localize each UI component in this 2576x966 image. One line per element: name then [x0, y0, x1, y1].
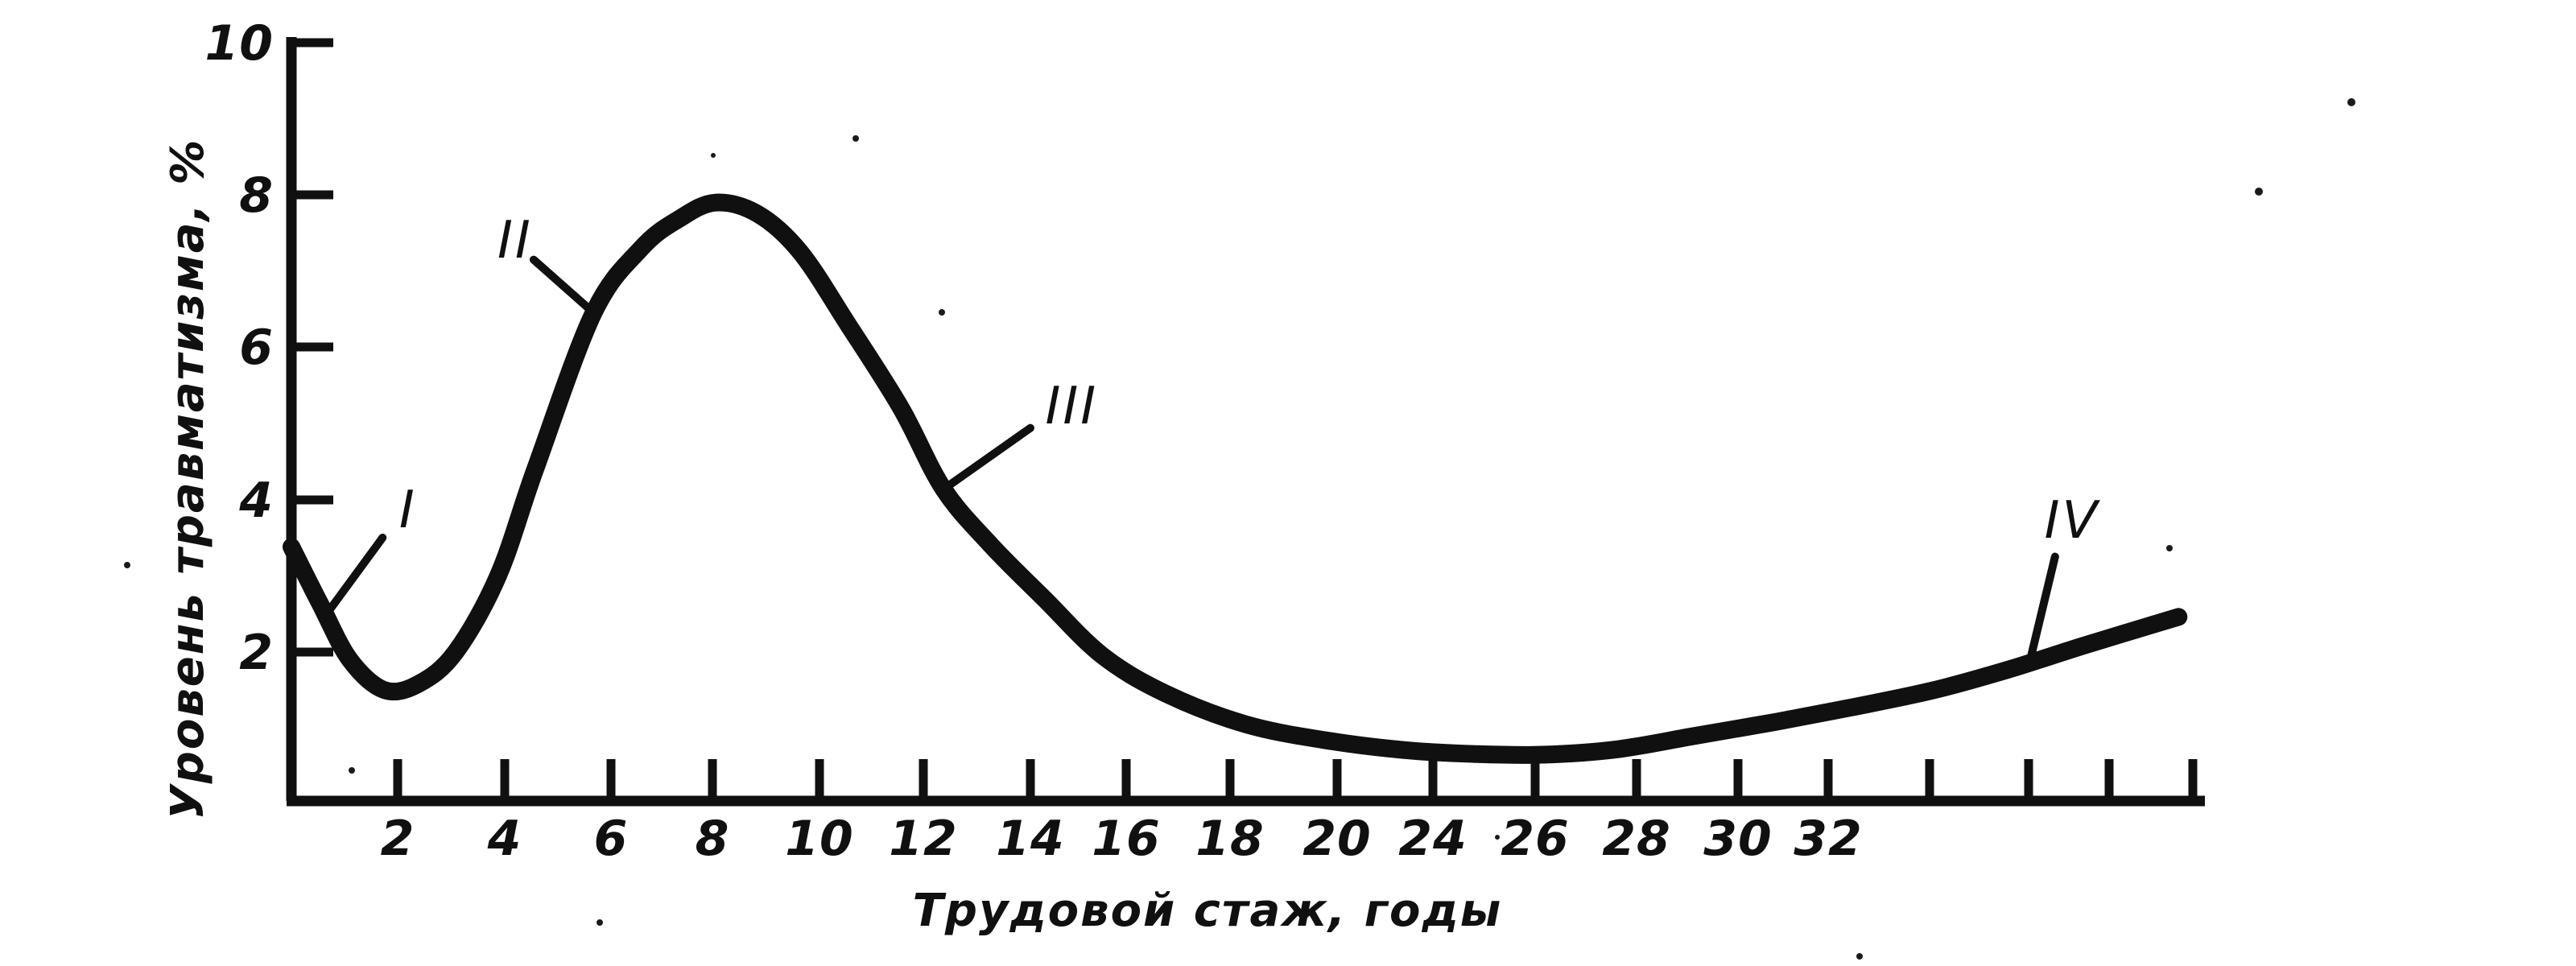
x-tick-label: 24: [1398, 811, 1468, 867]
scan-speckle: [1241, 833, 1246, 838]
scan-speckle: [1495, 835, 1500, 840]
scan-speckle: [2255, 188, 2263, 196]
x-tick-label: 2: [381, 811, 415, 867]
curve-group: [283, 193, 2188, 764]
x-tick-label: 30: [1703, 811, 1773, 867]
x-tick-label: 12: [889, 811, 958, 867]
y-tick-label: 4: [238, 473, 274, 529]
x-tick-label: 8: [696, 811, 730, 867]
y-tick-label: 10: [205, 15, 275, 72]
x-tick-label: 26: [1501, 811, 1570, 867]
y-tick-label: 2: [239, 625, 274, 681]
scan-speckle: [2166, 545, 2173, 551]
x-tick-label: 32: [1794, 811, 1863, 867]
zone-label-II: II: [497, 211, 533, 270]
scan-speckle: [2347, 98, 2355, 106]
x-tick-label: 20: [1302, 811, 1372, 867]
scan-speckle: [349, 767, 355, 774]
y-axis-ticks: 10 8 6 4 2: [205, 15, 333, 681]
scan-speckle: [852, 135, 859, 142]
x-tick-label: 28: [1602, 811, 1671, 867]
scan-speckle: [124, 562, 130, 568]
scan-speckle: [1856, 953, 1863, 960]
y-tick-label: 6: [239, 320, 274, 376]
scan-speckles: [124, 98, 2355, 960]
x-tick-label: 4: [487, 811, 522, 867]
zone-leader-line-I: [326, 533, 387, 613]
zone-leader-line-IV: [2025, 552, 2059, 665]
x-tick-label: 6: [594, 811, 629, 867]
x-tick-label: 16: [1092, 811, 1161, 867]
zone-leader-line-II: [529, 255, 597, 316]
zone-leader-line-III: [939, 423, 1034, 493]
x-axis-title: Трудовой стаж, годы: [913, 885, 1503, 937]
x-tick-label: 18: [1195, 811, 1265, 867]
scan-speckle: [597, 919, 603, 926]
zone-label-III: III: [1045, 377, 1098, 436]
zone-label-I: I: [399, 481, 417, 540]
y-tick-label: 8: [239, 167, 274, 224]
injury-rate-curve: [283, 193, 2188, 764]
scan-speckle: [939, 309, 945, 316]
y-axis-title: Уровень травматизма, %: [162, 138, 214, 820]
scan-speckle: [711, 153, 716, 158]
zone-label-IV: IV: [2045, 491, 2101, 551]
x-tick-label: 10: [785, 811, 854, 867]
x-tick-label: 14: [996, 811, 1065, 867]
x-axis-ticks: 2 4 6 8 10 12 14 16 18 20 24 26 28 30 32: [381, 759, 2198, 867]
